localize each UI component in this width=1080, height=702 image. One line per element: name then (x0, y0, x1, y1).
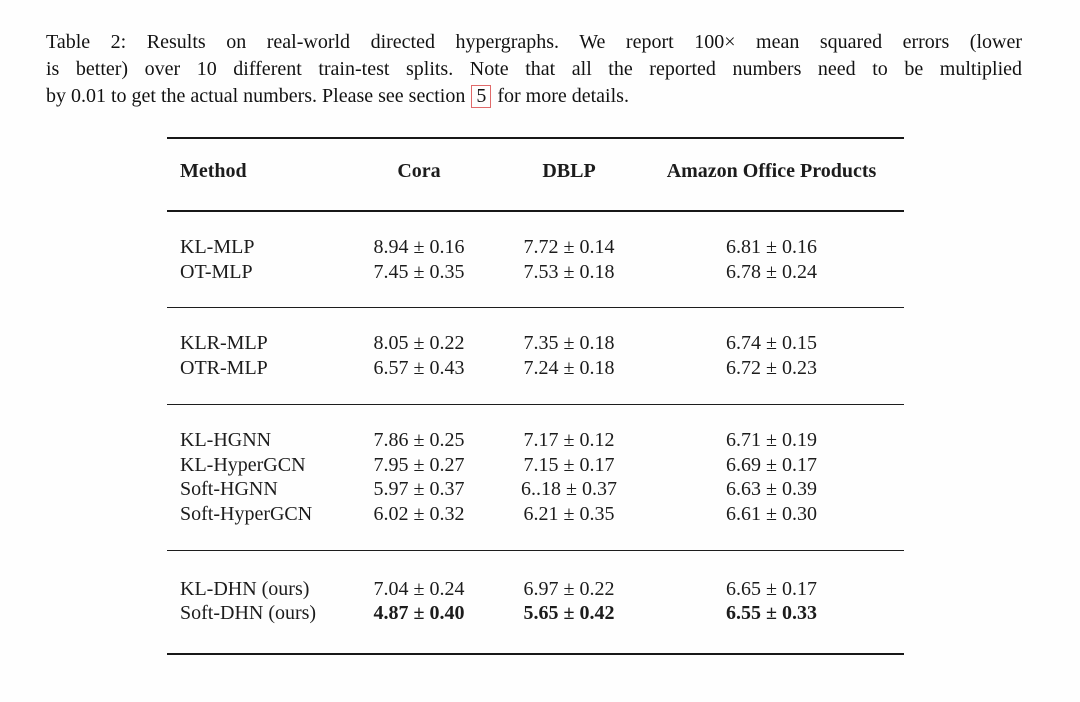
value-cell: 6.65 ± 0.17 (726, 577, 817, 600)
value-cell: 6..18 ± 0.37 (521, 478, 617, 501)
value-cell: 6.55 ± 0.33 (726, 602, 817, 625)
value-cell: 6.74 ± 0.15 (726, 332, 817, 355)
method-cell: Soft-HyperGCN (180, 502, 313, 525)
header-row: Method Cora DBLP Amazon Office Products (167, 138, 904, 211)
value-cell: 6.61 ± 0.30 (726, 502, 817, 525)
table-group: KLR-MLP 8.05 ± 0.22 7.35 ± 0.18 6.74 ± 0.15… (167, 307, 904, 404)
table-header: Method Cora DBLP Amazon Office Products (167, 138, 904, 211)
value-cell: 7.04 ± 0.24 (373, 577, 465, 600)
table-group: KL-HGNN 7.86 ± 0.25 7.17 ± 0.12 6.71 ± 0.19… (167, 404, 904, 550)
value-cell: 6.21 ± 0.35 (523, 502, 615, 525)
table-row: Soft-HGNN 5.97 ± 0.37 6..18 ± 0.37 6.63 ± 0… (167, 477, 904, 502)
caption-line-1: Table 2: Results on real-world directed … (46, 31, 1022, 53)
method-cell: Soft-DHN (ours) (180, 602, 317, 625)
method-cell: KL-MLP (180, 236, 255, 258)
value-cell: 6.72 ± 0.23 (726, 357, 817, 380)
caption-line3-text-before: by 0.01 to get the actual numbers. Pleas… (46, 85, 471, 107)
column-header-cora: Cora (397, 160, 441, 182)
column-header-dblp: DBLP (542, 160, 596, 182)
section-ref-link[interactable]: 5 (471, 85, 492, 108)
value-cell: 6.69 ± 0.17 (726, 453, 817, 476)
value-cell: 8.05 ± 0.22 (373, 332, 465, 355)
method-cell: KL-DHN (ours) (180, 577, 310, 600)
value-cell: 5.65 ± 0.42 (523, 602, 615, 625)
value-cell: 6.02 ± 0.32 (373, 502, 465, 525)
value-cell: 6.71 ± 0.19 (726, 428, 817, 451)
table-row: Soft-DHN (ours) 4.87 ± 0.40 5.65 ± 0.42 6.5… (167, 601, 904, 654)
method-cell: Soft-HGNN (180, 478, 278, 501)
table-row: KLR-MLP 8.05 ± 0.22 7.35 ± 0.18 6.74 ± 0.15 (167, 308, 904, 356)
caption-line-2: is better) over 10 different train-test … (46, 58, 1022, 80)
value-cell: 5.97 ± 0.37 (373, 478, 465, 501)
value-cell: 6.57 ± 0.43 (373, 357, 465, 380)
table-row: KL-HyperGCN 7.95 ± 0.27 7.15 ± 0.17 6.69 ± … (167, 453, 904, 478)
table-row: KL-MLP 8.94 ± 0.16 7.72 ± 0.14 6.81 ± 0.16 (167, 211, 904, 260)
value-cell: 7.95 ± 0.27 (373, 453, 465, 476)
table-row: Soft-HyperGCN 6.02 ± 0.32 6.21 ± 0.35 6.61 … (167, 502, 904, 550)
caption-line-3: by 0.01 to get the actual numbers. Pleas… (46, 83, 1022, 110)
method-cell: KL-HyperGCN (180, 453, 306, 476)
value-cell: 7.45 ± 0.35 (373, 260, 465, 283)
table-group: KL-MLP 8.94 ± 0.16 7.72 ± 0.14 6.81 ± 0.16 O… (167, 211, 904, 308)
value-cell: 4.87 ± 0.40 (373, 602, 465, 625)
value-cell: 6.78 ± 0.24 (726, 260, 817, 283)
value-cell: 7.35 ± 0.18 (523, 332, 615, 355)
table-row: OTR-MLP 6.57 ± 0.43 7.24 ± 0.18 6.72 ± 0.23 (167, 356, 904, 404)
column-header-amazon: Amazon Office Products (666, 160, 877, 182)
value-cell: 7.15 ± 0.17 (523, 453, 615, 476)
method-cell: OTR-MLP (180, 357, 268, 380)
table-row: KL-DHN (ours) 7.04 ± 0.24 6.97 ± 0.22 6.65 … (167, 550, 904, 601)
value-cell: 6.81 ± 0.16 (726, 236, 817, 258)
value-cell: 8.94 ± 0.16 (373, 236, 465, 258)
method-cell: OT-MLP (180, 260, 253, 283)
value-cell: 7.86 ± 0.25 (373, 428, 465, 451)
value-cell: 7.17 ± 0.12 (523, 428, 615, 451)
table-row: KL-HGNN 7.86 ± 0.25 7.17 ± 0.12 6.71 ± 0.19 (167, 404, 904, 452)
results-table: Method Cora DBLP Amazon Office Products … (167, 137, 904, 656)
table-row: OT-MLP 7.45 ± 0.35 7.53 ± 0.18 6.78 ± 0.24 (167, 260, 904, 308)
column-header-method: Method (180, 160, 247, 182)
table-group: KL-DHN (ours) 7.04 ± 0.24 6.97 ± 0.22 6.65 … (167, 550, 904, 654)
value-cell: 6.63 ± 0.39 (726, 478, 817, 501)
value-cell: 6.97 ± 0.22 (523, 577, 615, 600)
value-cell: 7.24 ± 0.18 (523, 357, 615, 380)
table-caption: Table 2: Results on real-world directed … (46, 29, 1022, 110)
value-cell: 7.53 ± 0.18 (523, 260, 615, 283)
method-cell: KL-HGNN (180, 428, 272, 451)
caption-line3-text-after: for more details. (492, 85, 629, 107)
value-cell: 7.72 ± 0.14 (523, 236, 615, 258)
method-cell: KLR-MLP (180, 332, 268, 355)
